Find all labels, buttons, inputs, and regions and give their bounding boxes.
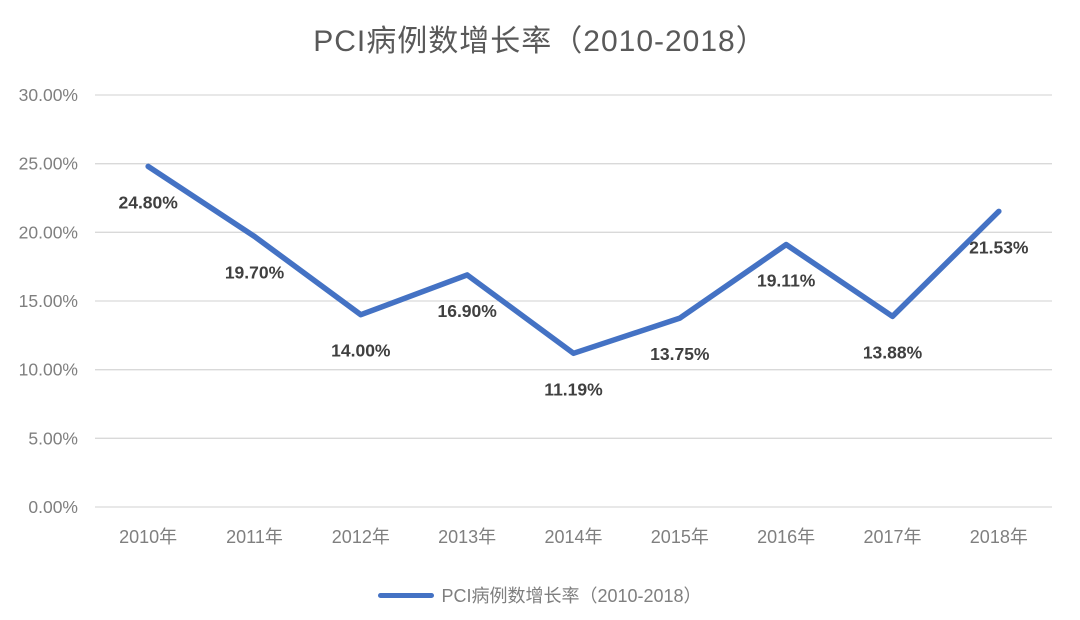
data-label: 19.11%: [757, 271, 816, 291]
y-tick-label: 15.00%: [19, 291, 78, 311]
data-label: 21.53%: [969, 237, 1029, 257]
data-label: 11.19%: [544, 379, 603, 399]
x-tick-label: 2015年: [651, 527, 709, 547]
x-tick-label: 2014年: [544, 527, 602, 547]
legend-label: PCI病例数增长率（2010-2018）: [441, 586, 702, 606]
x-tick-label: 2012年: [332, 527, 390, 547]
x-tick-label: 2013年: [438, 527, 496, 547]
x-tick-label: 2011年: [226, 527, 283, 547]
x-tick-label: 2017年: [863, 527, 921, 547]
line-chart-plot: 30.00% 25.00% 20.00% 15.00% 10.00% 5.00% 0.00%…: [19, 85, 1052, 547]
y-tick-label: 25.00%: [19, 154, 78, 174]
y-tick-label: 30.00%: [19, 85, 78, 105]
y-tick-label: 20.00%: [19, 222, 78, 242]
chart-title: PCI病例数增长率（2010-2018）: [313, 25, 767, 58]
series-line: [145, 163, 1002, 357]
y-tick-label: 5.00%: [28, 428, 78, 448]
x-tick-label: 2010年: [119, 527, 177, 547]
data-label: 16.90%: [437, 301, 497, 321]
data-label: 14.00%: [331, 341, 391, 361]
data-label: 13.88%: [863, 342, 923, 362]
x-tick-label: 2018年: [970, 527, 1028, 547]
data-label: 13.75%: [650, 344, 710, 364]
legend: PCI病例数增长率（2010-2018）: [0, 582, 1080, 608]
x-tick-label: 2016年: [757, 527, 815, 547]
legend-line-swatch-icon: [378, 592, 435, 598]
data-label: 19.70%: [225, 262, 285, 282]
y-tick-label: 10.00%: [19, 360, 78, 380]
data-label: 24.80%: [118, 192, 178, 212]
y-tick-label: 0.00%: [28, 497, 78, 517]
